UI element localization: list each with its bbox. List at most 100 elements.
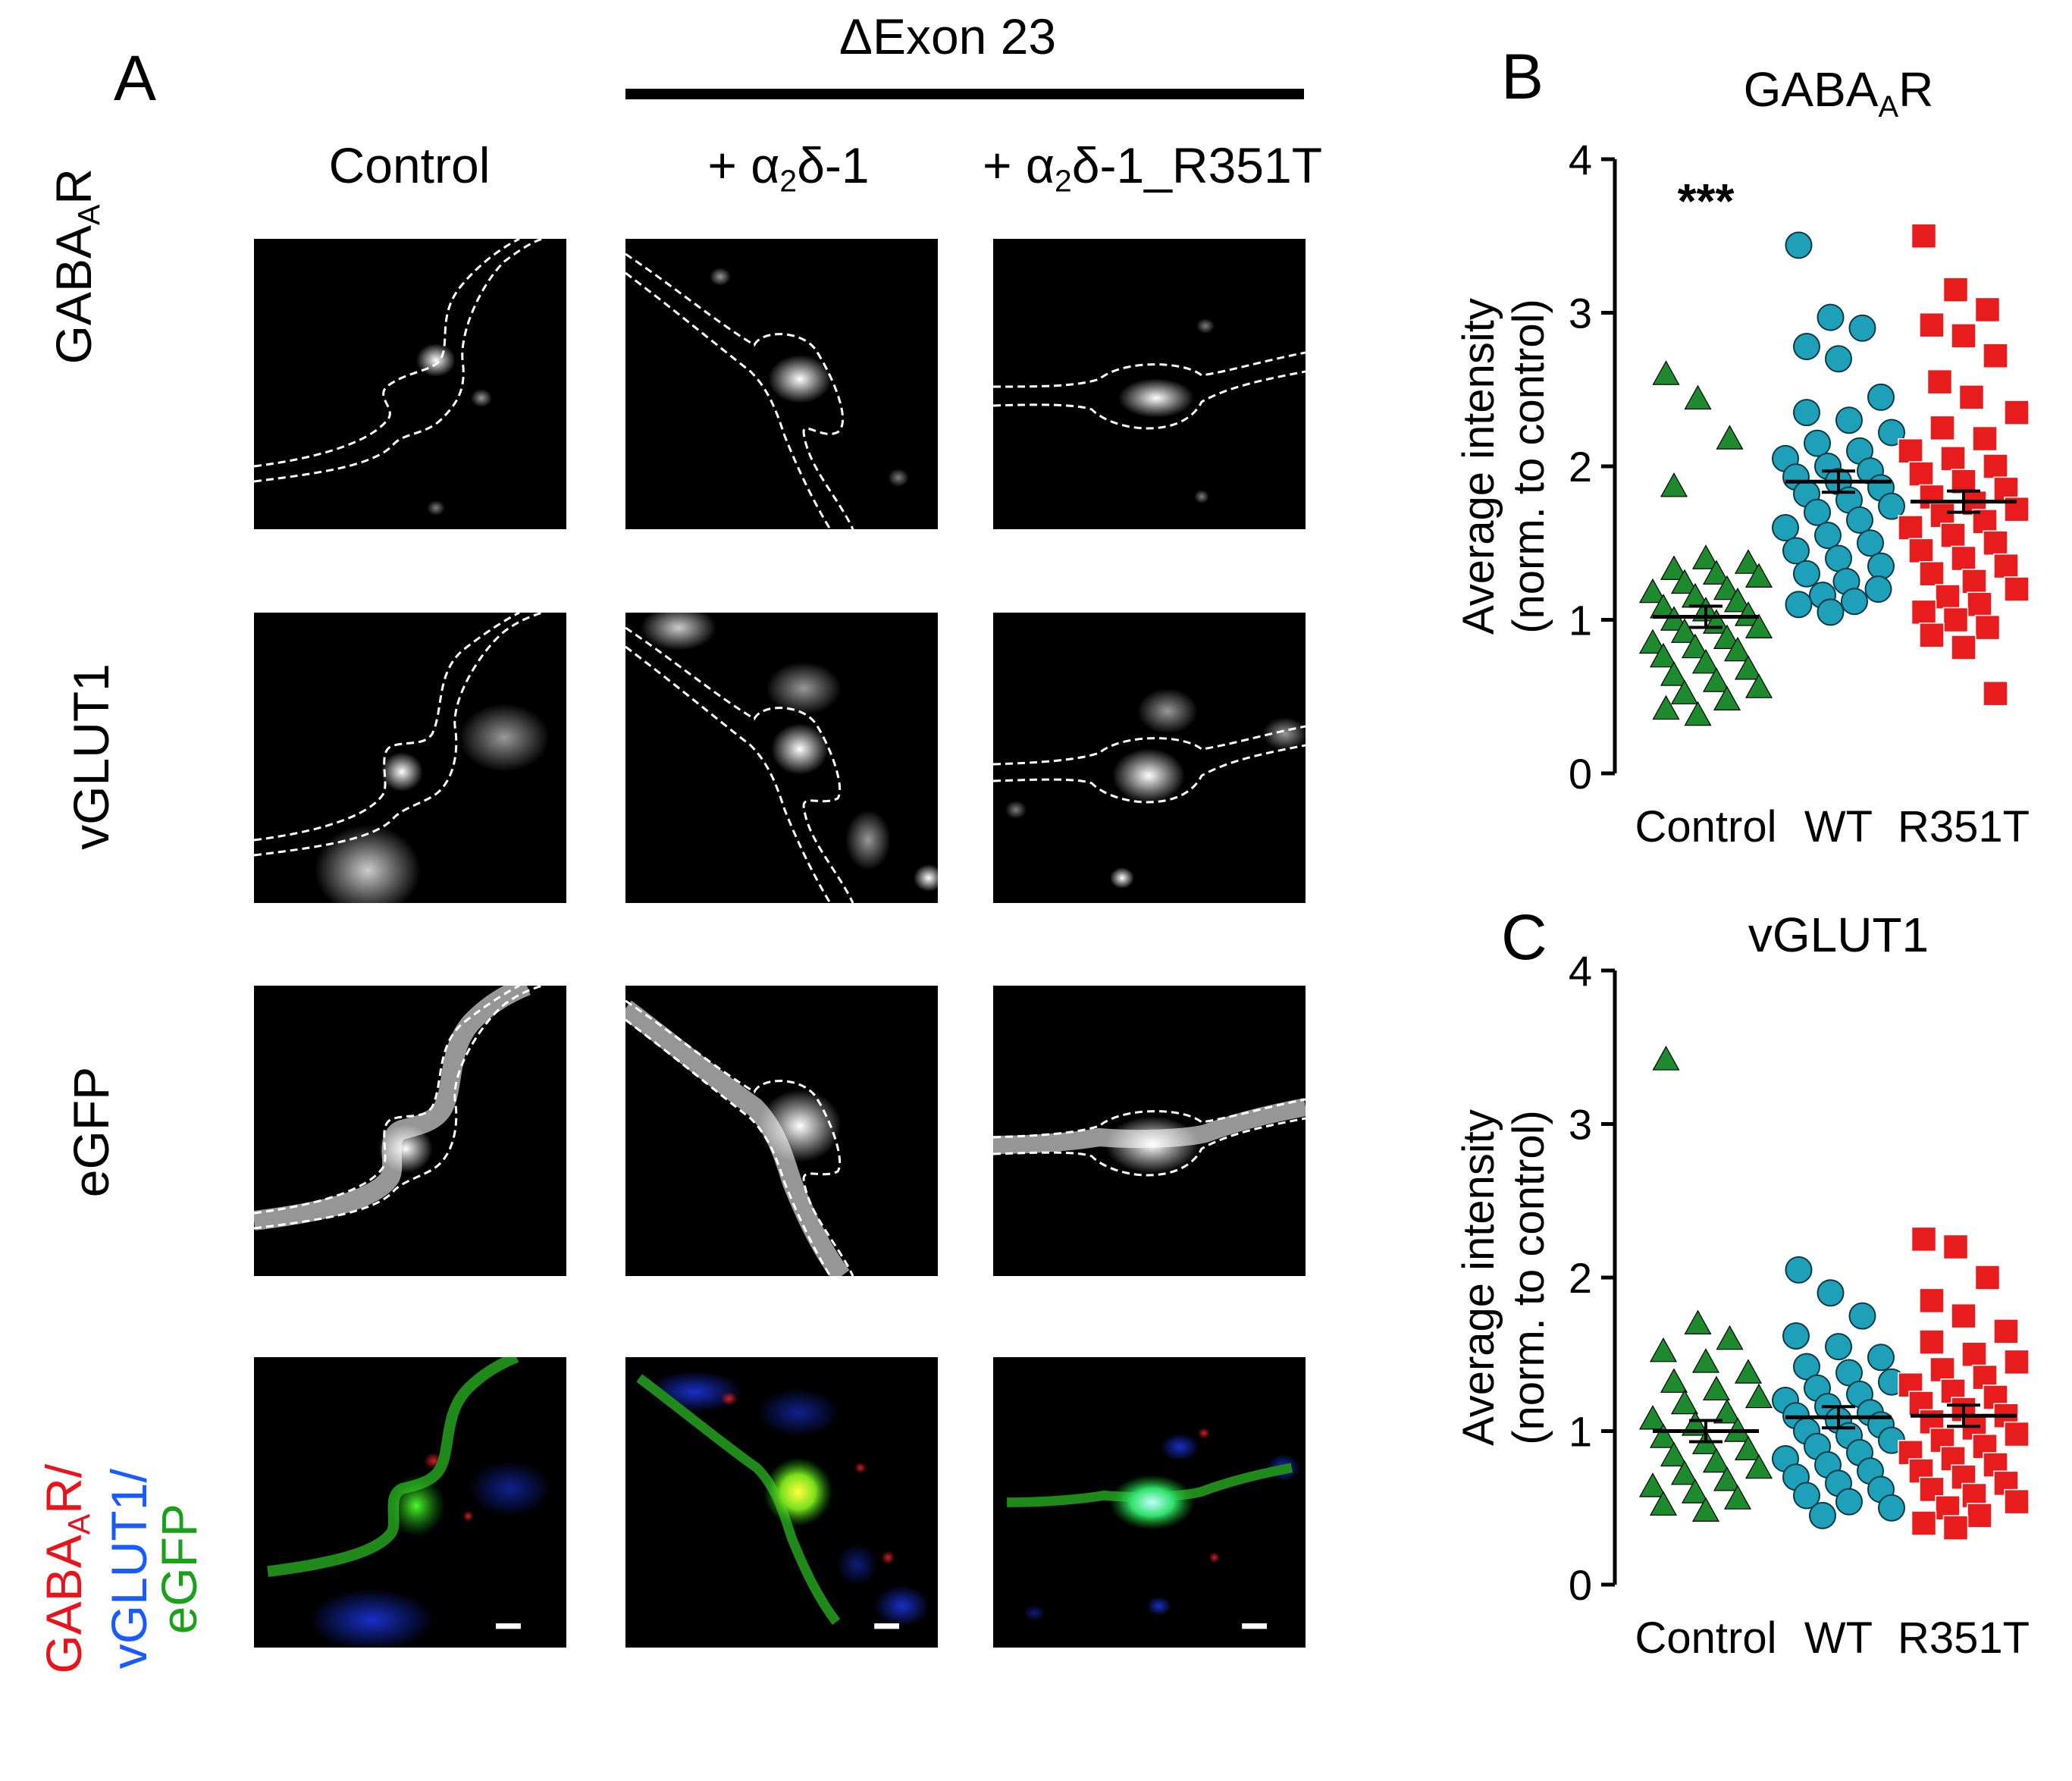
data-point [1670,1460,1699,1485]
data-point [1713,1466,1741,1491]
y-tick-label: 2 [1569,443,1592,491]
data-point [1670,1389,1699,1415]
data-point [1929,415,1955,441]
data-point [1961,1341,1987,1367]
data-point [1864,575,1892,603]
data-point [1983,343,2008,368]
data-point [1841,588,1868,616]
data-point [1660,1441,1688,1467]
data-point [1744,1453,1773,1479]
data-point [1713,1398,1741,1424]
data-point [1835,1359,1863,1387]
data-point [1951,323,1976,349]
data-point [1793,399,1820,427]
data-point [1670,569,1699,594]
column-label-r351t: + α2δ-1_R351T [982,137,1323,199]
data-point [1993,1319,2019,1344]
y-tick-label: 3 [1569,1101,1592,1149]
data-point [1744,613,1773,638]
data-point [1734,1435,1763,1461]
data-point [1652,360,1680,385]
data-point [1804,429,1831,457]
column-label-wt: + α2δ-1 [707,137,870,199]
data-point [1898,515,1923,541]
y-tick-label: 2 [1569,1254,1592,1302]
data-point [1691,544,1720,569]
data-point [1793,1353,1820,1381]
data-point [1638,1405,1667,1430]
data-point [2004,400,2030,425]
data-point [1691,648,1720,674]
data-point [1817,303,1845,331]
data-point [1652,695,1680,720]
data-point [1716,425,1744,450]
data-point [1825,1333,1852,1361]
data-point [1649,1491,1678,1516]
row-label-merge: GABAAR/ vGLUT1/ eGFP [35,1463,208,1674]
panel-label-c: C [1501,901,1547,973]
data-point [1942,1234,1969,1260]
data-point [1716,1325,1744,1350]
data-point [1702,1447,1731,1473]
x-tick-label: Control [1635,1613,1777,1663]
data-point [1691,1348,1720,1373]
data-point [2004,1488,2030,1515]
data-point [1951,1303,1976,1329]
column-label-control: Control [328,137,491,193]
data-point [1804,498,1831,526]
data-point [1649,642,1678,668]
data-point [1649,1337,1678,1362]
data-point [1983,530,2008,556]
data-point [1772,514,1799,541]
data-point [1785,231,1813,259]
data-point [1670,618,1699,643]
data-point [1919,1287,1945,1314]
data-point [1723,1485,1752,1510]
data-point [1911,223,1937,249]
data-point [1681,1478,1710,1504]
x-tick-label: WT [1804,802,1873,851]
data-point [1878,492,1905,520]
data-point [1793,1482,1820,1510]
y-tick-label: 3 [1569,290,1592,337]
micrograph-vglut1-r351t [993,613,1306,903]
data-point [1908,461,1934,487]
data-point [1958,384,1985,410]
micrograph-gabaar-r351t [993,239,1306,529]
row-label-gabaar: GABAAR [45,168,107,365]
data-point [1898,438,1923,464]
data-point [1942,277,1969,303]
data-point [1723,587,1752,613]
data-point [1702,1375,1731,1401]
data-point [1817,1279,1845,1307]
micrograph-gabaar-control [254,239,566,529]
x-tick-label: R351T [1898,802,2030,851]
micrograph-merge-r351t [993,1357,1306,1648]
data-point [1702,560,1731,585]
panel-label-b: B [1501,41,1544,112]
series-wt [1772,1256,1905,1529]
data-point [1713,575,1741,600]
y-tick-label: 1 [1569,1408,1592,1456]
data-point [1734,655,1763,680]
data-point [1684,701,1712,726]
data-point [1782,537,1810,565]
data-point [1744,673,1773,698]
data-point [2004,576,2030,602]
y-tick-label: 0 [1569,1561,1592,1609]
data-point [1942,1515,1969,1541]
data-point [1652,1046,1680,1071]
data-point [1744,563,1773,588]
data-point [1734,1359,1763,1384]
data-point [1929,1356,1955,1383]
y-tick-label: 4 [1569,947,1592,995]
y-tick-label: 0 [1569,750,1592,798]
data-point [1911,1226,1937,1253]
micrograph-egfp-control [254,986,566,1276]
data-point [1911,1510,1937,1536]
data-point [1684,1309,1712,1334]
data-point [1835,406,1863,434]
series-control [1638,360,1773,726]
micrograph-egfp-r351t [993,986,1306,1276]
